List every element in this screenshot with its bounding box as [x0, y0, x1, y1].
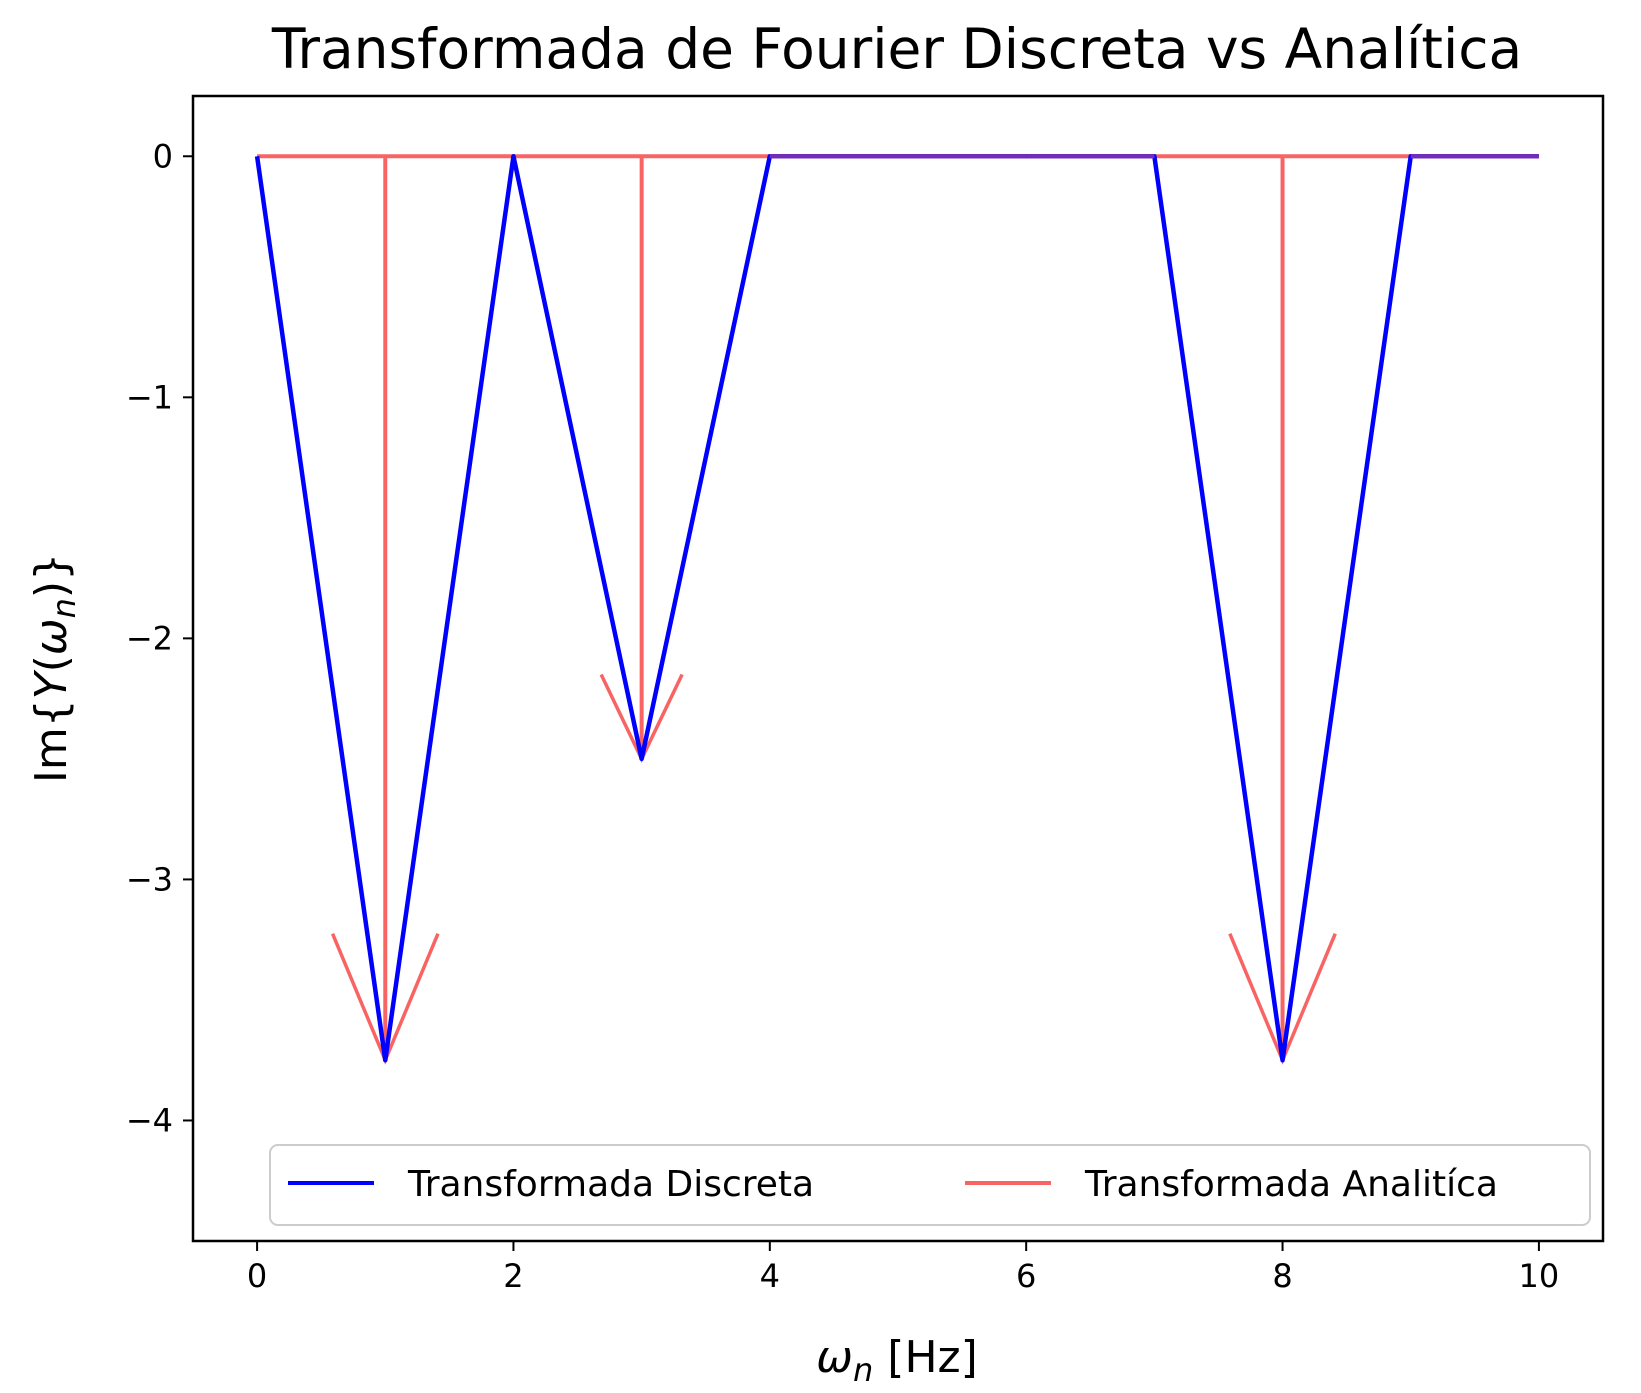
y-axis-label-paren-close: ): [26, 581, 77, 598]
legend-label-discrete: Transformada Discreta: [407, 1164, 814, 1205]
x-axis-ticks: 0 2 4 6 8 10: [247, 1241, 1559, 1295]
y-tick-label: −4: [126, 1101, 173, 1139]
legend: Transformada Discreta Transformada Anali…: [269, 1144, 1591, 1226]
y-axis-label-brace-open: {: [26, 699, 77, 727]
x-axis-label-omega: ω: [816, 1332, 853, 1383]
legend-label-analytic: Transformada Analitíca: [1084, 1164, 1498, 1205]
y-tick-label: −2: [126, 619, 173, 657]
y-tick-label: −3: [126, 860, 173, 898]
y-axis-label-paren-open: (: [26, 655, 77, 672]
x-axis-label: ωn [Hz]: [816, 1332, 978, 1389]
x-axis-label-unit: [Hz]: [873, 1332, 978, 1383]
y-axis-label-im: Im: [26, 727, 77, 783]
x-axis-label-subscript: n: [853, 1351, 873, 1389]
y-axis-label-omega: ω: [26, 618, 77, 655]
x-tick-label: 8: [1272, 1257, 1292, 1295]
x-tick-label: 2: [503, 1257, 523, 1295]
x-tick-label: 0: [247, 1257, 267, 1295]
y-axis-label: Im{Y(ωn)}: [26, 553, 83, 783]
legend-box: [269, 1144, 1591, 1226]
x-tick-label: 6: [1016, 1257, 1036, 1295]
x-tick-label: 4: [760, 1257, 780, 1295]
chart-title: Transformada de Fourier Discreta vs Anal…: [271, 17, 1522, 81]
discrete-series: [254, 154, 1539, 1063]
x-tick-label: 10: [1519, 1257, 1560, 1295]
y-axis-label-subscript: n: [45, 598, 83, 618]
plot-frame: [191, 94, 1605, 1243]
y-axis-label-func: Y: [26, 669, 77, 699]
y-tick-label: −1: [126, 378, 173, 416]
y-axis-ticks: 0 −1 −2 −3 −4: [126, 137, 193, 1139]
y-tick-label: 0: [153, 137, 173, 175]
y-axis-label-brace-close: }: [26, 553, 77, 581]
